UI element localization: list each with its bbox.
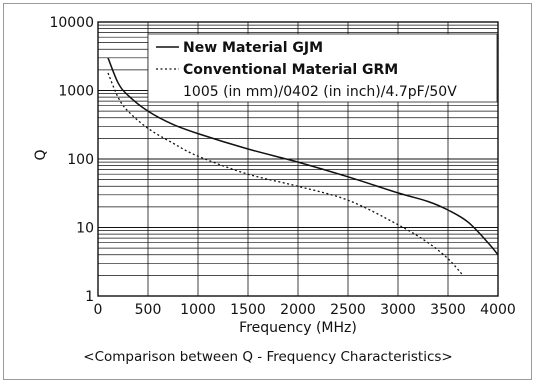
x-tick-label: 1000 [180,302,216,318]
legend-label-conventional-material: Conventional Material GRM [183,62,398,78]
x-tick-label: 0 [94,302,103,318]
legend: New Material GJM Conventional Material G… [147,33,498,103]
y-tick-label: 1 [85,289,94,305]
x-tick-label: 4000 [480,302,516,318]
x-tick-label: 2500 [330,302,366,318]
x-axis-label: Frequency (MHz) [239,320,357,336]
y-tick-label: 10000 [49,15,94,31]
x-tick-label: 500 [135,302,162,318]
legend-note: 1005 (in mm)/0402 (in inch)/4.7pF/50V [183,84,457,100]
series-line-conventional-material [107,72,464,276]
y-tick-labels: 1 10 100 1000 10000 [49,15,94,305]
legend-box [147,33,498,103]
series-line-new-material [107,57,499,256]
x-tick-label: 2000 [280,302,316,318]
y-axis-label: Q [33,149,49,160]
y-tick-label: 100 [67,152,94,168]
legend-label-new-material: New Material GJM [183,40,323,56]
y-tick-label: 1000 [58,84,94,100]
x-tick-label: 3500 [430,302,466,318]
x-tick-label: 1500 [230,302,266,318]
plot-border [97,21,499,297]
x-tick-label: 3000 [380,302,416,318]
x-tick-labels: 0 500 1000 1500 2000 2500 3000 3500 4000 [94,302,516,318]
y-tick-label: 10 [76,221,94,237]
figure-caption: <Comparison between Q - Frequency Charac… [83,349,452,365]
series-lines [107,57,499,276]
